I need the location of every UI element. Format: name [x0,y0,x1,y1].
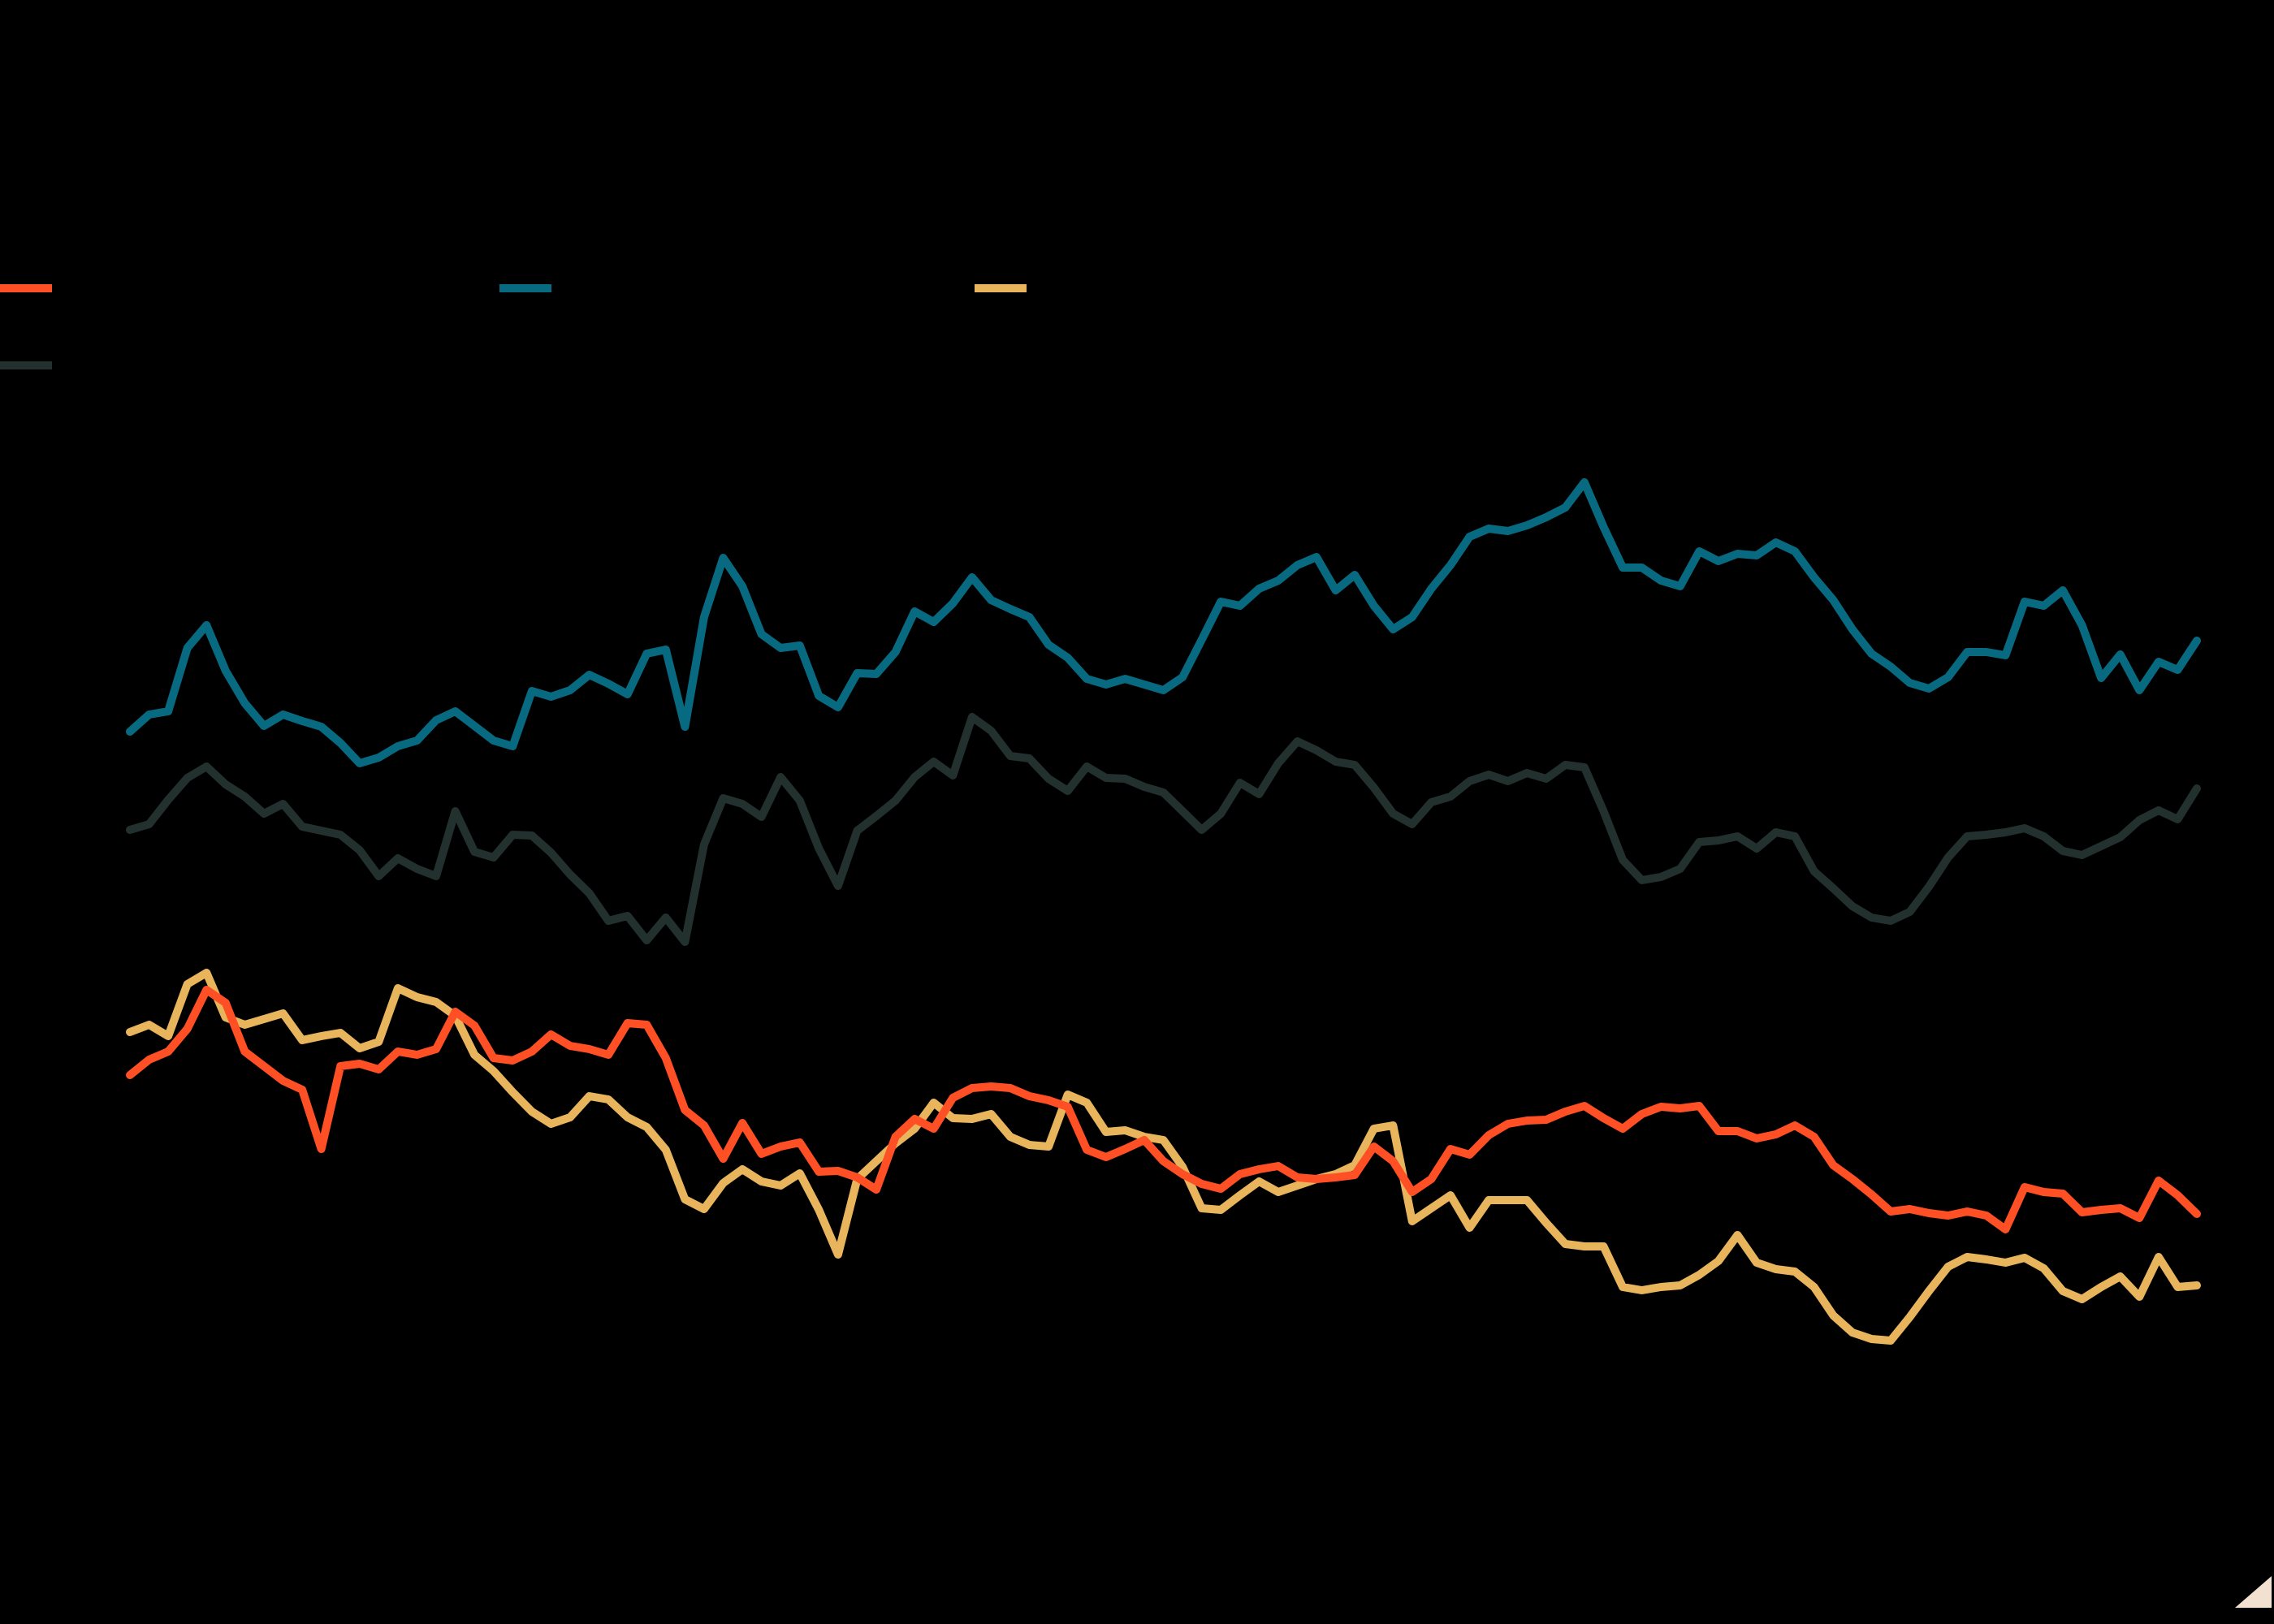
corner-triangle-icon [2235,1576,2272,1608]
series-line-charcoal [126,713,2201,946]
series-line-gold [126,969,2201,1345]
series-line-red [126,986,2201,1233]
legend-swatch-gold [975,284,1027,292]
legend-swatch-charcoal [0,361,52,369]
legend-swatch-teal [499,284,551,292]
series-line-teal [126,478,2201,767]
legend-swatch-red [0,284,52,292]
